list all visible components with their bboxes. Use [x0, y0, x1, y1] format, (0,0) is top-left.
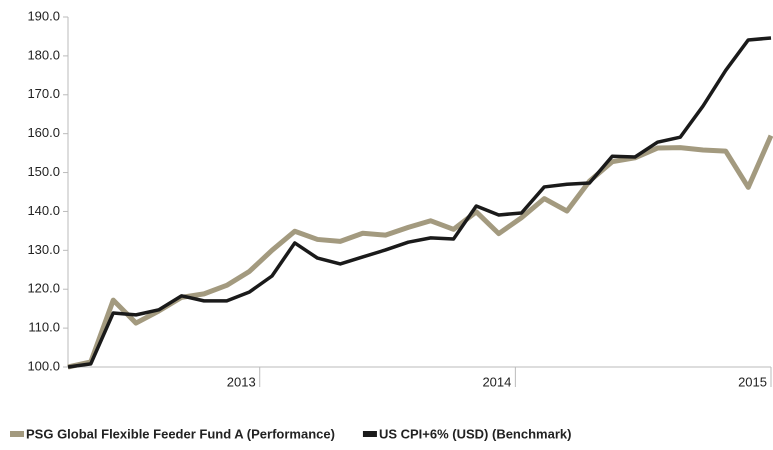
- y-tick-label: 160.0: [27, 125, 60, 140]
- y-tick-label: 140.0: [27, 203, 60, 218]
- y-tick-label: 190.0: [27, 8, 60, 23]
- x-tick-label: 2015: [738, 374, 767, 389]
- legend-label: US CPI+6% (USD) (Benchmark): [379, 426, 572, 441]
- series-line: [67, 134, 773, 370]
- y-tick-label: 180.0: [27, 47, 60, 62]
- y-tick-label: 100.0: [27, 358, 60, 373]
- legend-label: PSG Global Flexible Feeder Fund A (Perfo…: [26, 426, 335, 441]
- y-tick-label: 120.0: [27, 281, 60, 296]
- legend-swatch: [362, 431, 377, 437]
- x-tick-label: 2013: [227, 374, 256, 389]
- y-tick-label: 110.0: [28, 320, 60, 335]
- x-tick-label: 2014: [482, 374, 511, 389]
- y-tick-label: 130.0: [27, 242, 60, 257]
- y-tick-label: 170.0: [27, 86, 60, 101]
- y-tick-label: 150.0: [27, 164, 60, 179]
- series-line: [67, 36, 772, 369]
- legend-swatch: [10, 431, 24, 437]
